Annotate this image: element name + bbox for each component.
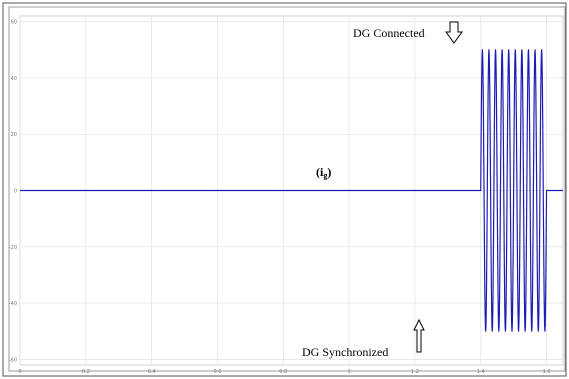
y-axis-ticks: -60 -40 -20 0 20 40 60	[9, 20, 17, 364]
x-tick-label: 1.6	[543, 369, 551, 375]
x-tick-label: 1	[347, 369, 350, 375]
up-arrow-icon	[413, 318, 425, 353]
signal-label-ig: (ig)	[316, 165, 331, 180]
y-tick-label: 60	[11, 20, 17, 26]
y-tick-label: 40	[11, 76, 17, 82]
series-line-ig	[20, 49, 563, 332]
y-tick-label: -60	[9, 357, 17, 363]
x-tick-label: 0.8	[279, 369, 287, 375]
annotation-dg-synchronized: DG Synchronized	[302, 345, 388, 359]
plot-frame-inner	[8, 6, 566, 372]
y-tick-label: -40	[9, 301, 17, 307]
x-tick-label: 1.2	[411, 369, 419, 375]
y-tick-label: 20	[11, 132, 17, 138]
y-tick-label: -20	[9, 245, 17, 251]
x-tick-label: 0.6	[213, 369, 221, 375]
y-tick-label: 0	[14, 189, 17, 195]
x-axis-ticks: 0 0.2 0.4 0.6 0.8 1 1.2 1.4 1.6	[18, 369, 550, 375]
x-tick-label: 0.4	[148, 369, 156, 375]
x-tick-label: 0.2	[82, 369, 90, 375]
x-tick-label: 0	[18, 369, 21, 375]
x-tick-label: 1.4	[477, 369, 485, 375]
annotation-dg-connected: DG Connected	[353, 26, 425, 40]
down-arrow-icon	[445, 21, 463, 44]
